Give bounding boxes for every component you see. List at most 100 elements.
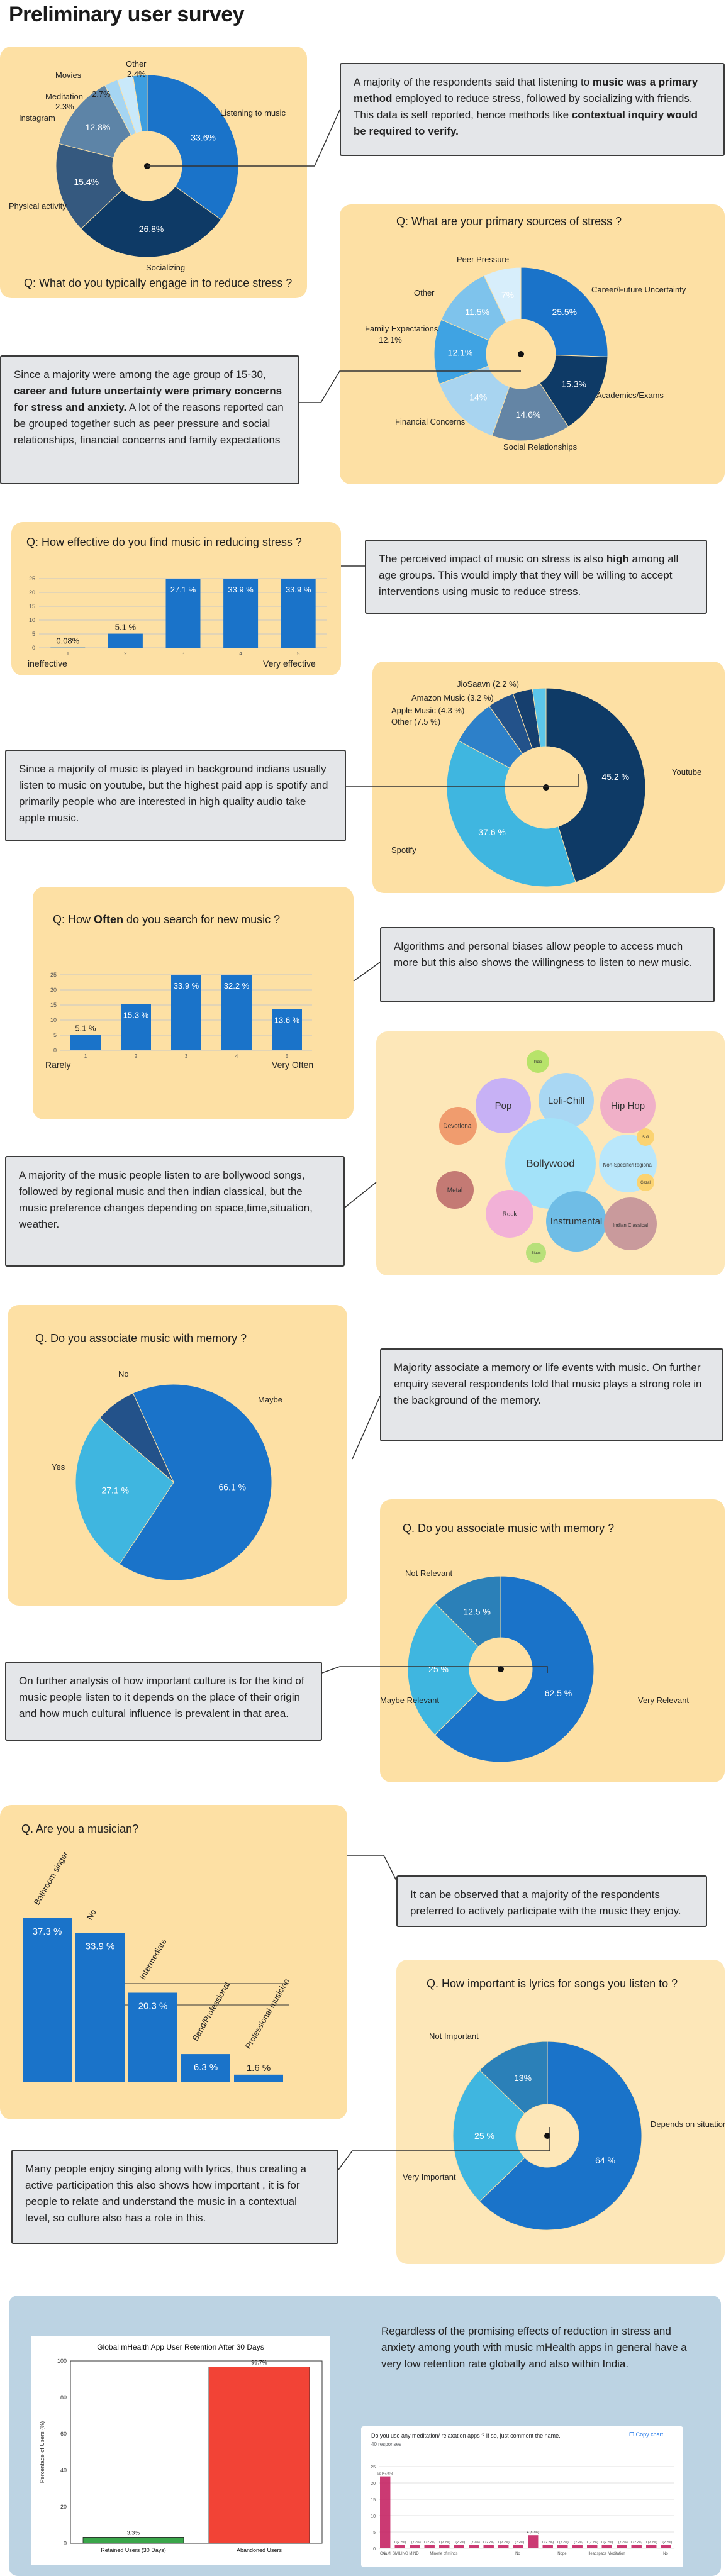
- genre-label: Instrumental: [550, 1216, 603, 1227]
- center-dot: [144, 163, 150, 169]
- bar: [617, 2545, 627, 2548]
- genre-bubble: [505, 1118, 596, 1209]
- y-tick-label: 25: [29, 575, 35, 582]
- chart-stress-relief: 33.6% Listening to music 26.8% Socializing 1…: [9, 59, 286, 272]
- bar: [165, 579, 201, 648]
- slice-label: Movies: [55, 70, 82, 80]
- note-retention: Regardless of the promising effects of r…: [381, 2325, 687, 2370]
- plot-frame: [70, 2360, 323, 2544]
- bar-value: 1 (2.2%): [630, 2541, 642, 2545]
- note-text-2: among all age groups. This would imply t…: [379, 553, 679, 597]
- slice-value: 12.1%: [379, 335, 402, 345]
- genre-label: Rock: [503, 1211, 518, 1218]
- leader-line: [347, 1855, 397, 1881]
- y-tick-label: 0: [64, 2540, 67, 2546]
- note-bold: contextual inquiry would be required to …: [354, 109, 698, 137]
- genre-bubble: [546, 1191, 606, 1252]
- bar: [483, 2545, 494, 2548]
- question-text-2: do you search for new music ?: [126, 913, 281, 926]
- slice-label: Peer Pressure: [457, 255, 509, 264]
- question-text: Q: How: [53, 913, 91, 926]
- bar: [631, 2545, 642, 2548]
- y-tick-label: 40: [60, 2467, 67, 2473]
- bar-value: 22 (47.8%): [377, 2472, 393, 2476]
- note-bold: music was a primary method: [354, 76, 698, 104]
- question-stress-relief: Q: What do you typically engage in to re…: [24, 277, 293, 289]
- note-musician: It can be observed that a majority of th…: [396, 1875, 707, 1927]
- genre-bubble: [527, 1050, 549, 1073]
- bar-value: 1 (2.2%): [645, 2541, 657, 2545]
- bar-value: 3.3%: [127, 2529, 140, 2536]
- bar: [469, 2545, 479, 2548]
- note-text: The perceived impact of music on stress …: [379, 553, 604, 565]
- slice-value: 14.6%: [516, 409, 541, 419]
- copy-chart-label: Copy chart: [635, 2431, 664, 2438]
- bar-value: 1 (2.2%): [601, 2541, 613, 2545]
- genre-label: Devotional: [443, 1123, 472, 1130]
- question-musician: Q. Are you a musician?: [21, 1823, 139, 1835]
- bar-value: 5.1 %: [115, 623, 137, 632]
- x-tick-label: 1: [84, 1053, 87, 1059]
- genre-bubble: [436, 1171, 474, 1209]
- copy-chart-button[interactable]: ❐ Copy chart: [629, 2431, 663, 2438]
- form-responses: 40 responses: [371, 2441, 402, 2447]
- slice-label: Apple Music (4.3 %): [391, 706, 464, 715]
- genre-bubble: [526, 1243, 546, 1263]
- slice-label: Socializing: [146, 263, 185, 272]
- question-bold: Often: [94, 913, 124, 926]
- bar-value: 33.9 %: [174, 981, 199, 991]
- slice-value: 15.3%: [561, 379, 586, 389]
- slice-value: 25 %: [474, 2131, 494, 2141]
- slice-label: Other: [414, 288, 435, 297]
- bar-value: 20.3 %: [138, 2001, 168, 2011]
- pie-slice: [479, 2041, 642, 2231]
- slice-value: 2.4%: [127, 69, 146, 79]
- bar-value: 1 (2.2%): [542, 2541, 554, 2545]
- bar: [380, 2476, 391, 2548]
- question-music-effective: Q: How effective do you find music in re…: [26, 536, 302, 548]
- question-lyrics: Q. How important is lyrics for songs you…: [427, 1977, 678, 1990]
- leader-line: [344, 1182, 377, 1208]
- slice-value: 12.5 %: [463, 1607, 491, 1617]
- slice-value: 25.5%: [552, 307, 577, 317]
- bar-value: 1 (2.2%): [483, 2541, 494, 2545]
- note-music-platforms: Since a majority of music is played in b…: [5, 750, 346, 841]
- genre-bubble: [439, 1107, 477, 1145]
- slice-value: 12.8%: [86, 122, 111, 132]
- page-title: Preliminary user survey: [9, 3, 245, 26]
- slice-label: Instagram: [19, 113, 55, 123]
- x-tick-label: 1: [67, 651, 70, 657]
- x-tick-label: Abandoned Users: [237, 2547, 282, 2553]
- form-chart-box: [361, 2426, 683, 2567]
- bar: [587, 2545, 598, 2548]
- note-new-music: Algorithms and personal biases allow peo…: [380, 927, 715, 1002]
- bar: [181, 2054, 230, 2082]
- note-lyrics: Many people enjoy singing along with lyr…: [11, 2150, 338, 2244]
- category-label: No: [85, 1907, 98, 1921]
- note-memory-1: Majority associate a memory or life even…: [380, 1348, 723, 1441]
- chart-stress-sources: 25.5% Career/Future Uncertainty 15.3% Acade…: [365, 255, 686, 452]
- pie-slice: [532, 687, 547, 748]
- bar-value: 1 (2.2%): [616, 2541, 628, 2545]
- category-label: Intermediate: [138, 1937, 169, 1981]
- y-tick-label: 0: [32, 645, 35, 651]
- note-text: Since a majority were among the age grou…: [14, 369, 266, 380]
- bar-value: 6.3 %: [194, 2062, 218, 2073]
- x-tick-label: 5: [297, 651, 300, 657]
- pie-slice: [119, 1384, 272, 1581]
- slice-label: Other: [126, 59, 147, 69]
- center-dot: [544, 2133, 550, 2139]
- note-bold: career and future uncertainty were prima…: [14, 385, 282, 413]
- slice-label: Career/Future Uncertainty: [591, 285, 686, 294]
- x-tick-label: Headspace Meditation: [588, 2552, 625, 2556]
- slice-value: 37.6 %: [478, 827, 506, 837]
- x-tick-label: 5: [286, 1053, 289, 1059]
- note-bold: high: [606, 553, 629, 565]
- bar: [601, 2545, 612, 2548]
- bar-value: 1 (2.2%): [394, 2541, 406, 2545]
- note-text: A majority of the respondents said that …: [354, 76, 593, 88]
- bar-value: 0.08%: [56, 636, 79, 646]
- bar: [121, 1004, 151, 1050]
- slice-label: Social Relationships: [503, 442, 578, 452]
- genre-label: Metal: [447, 1187, 462, 1194]
